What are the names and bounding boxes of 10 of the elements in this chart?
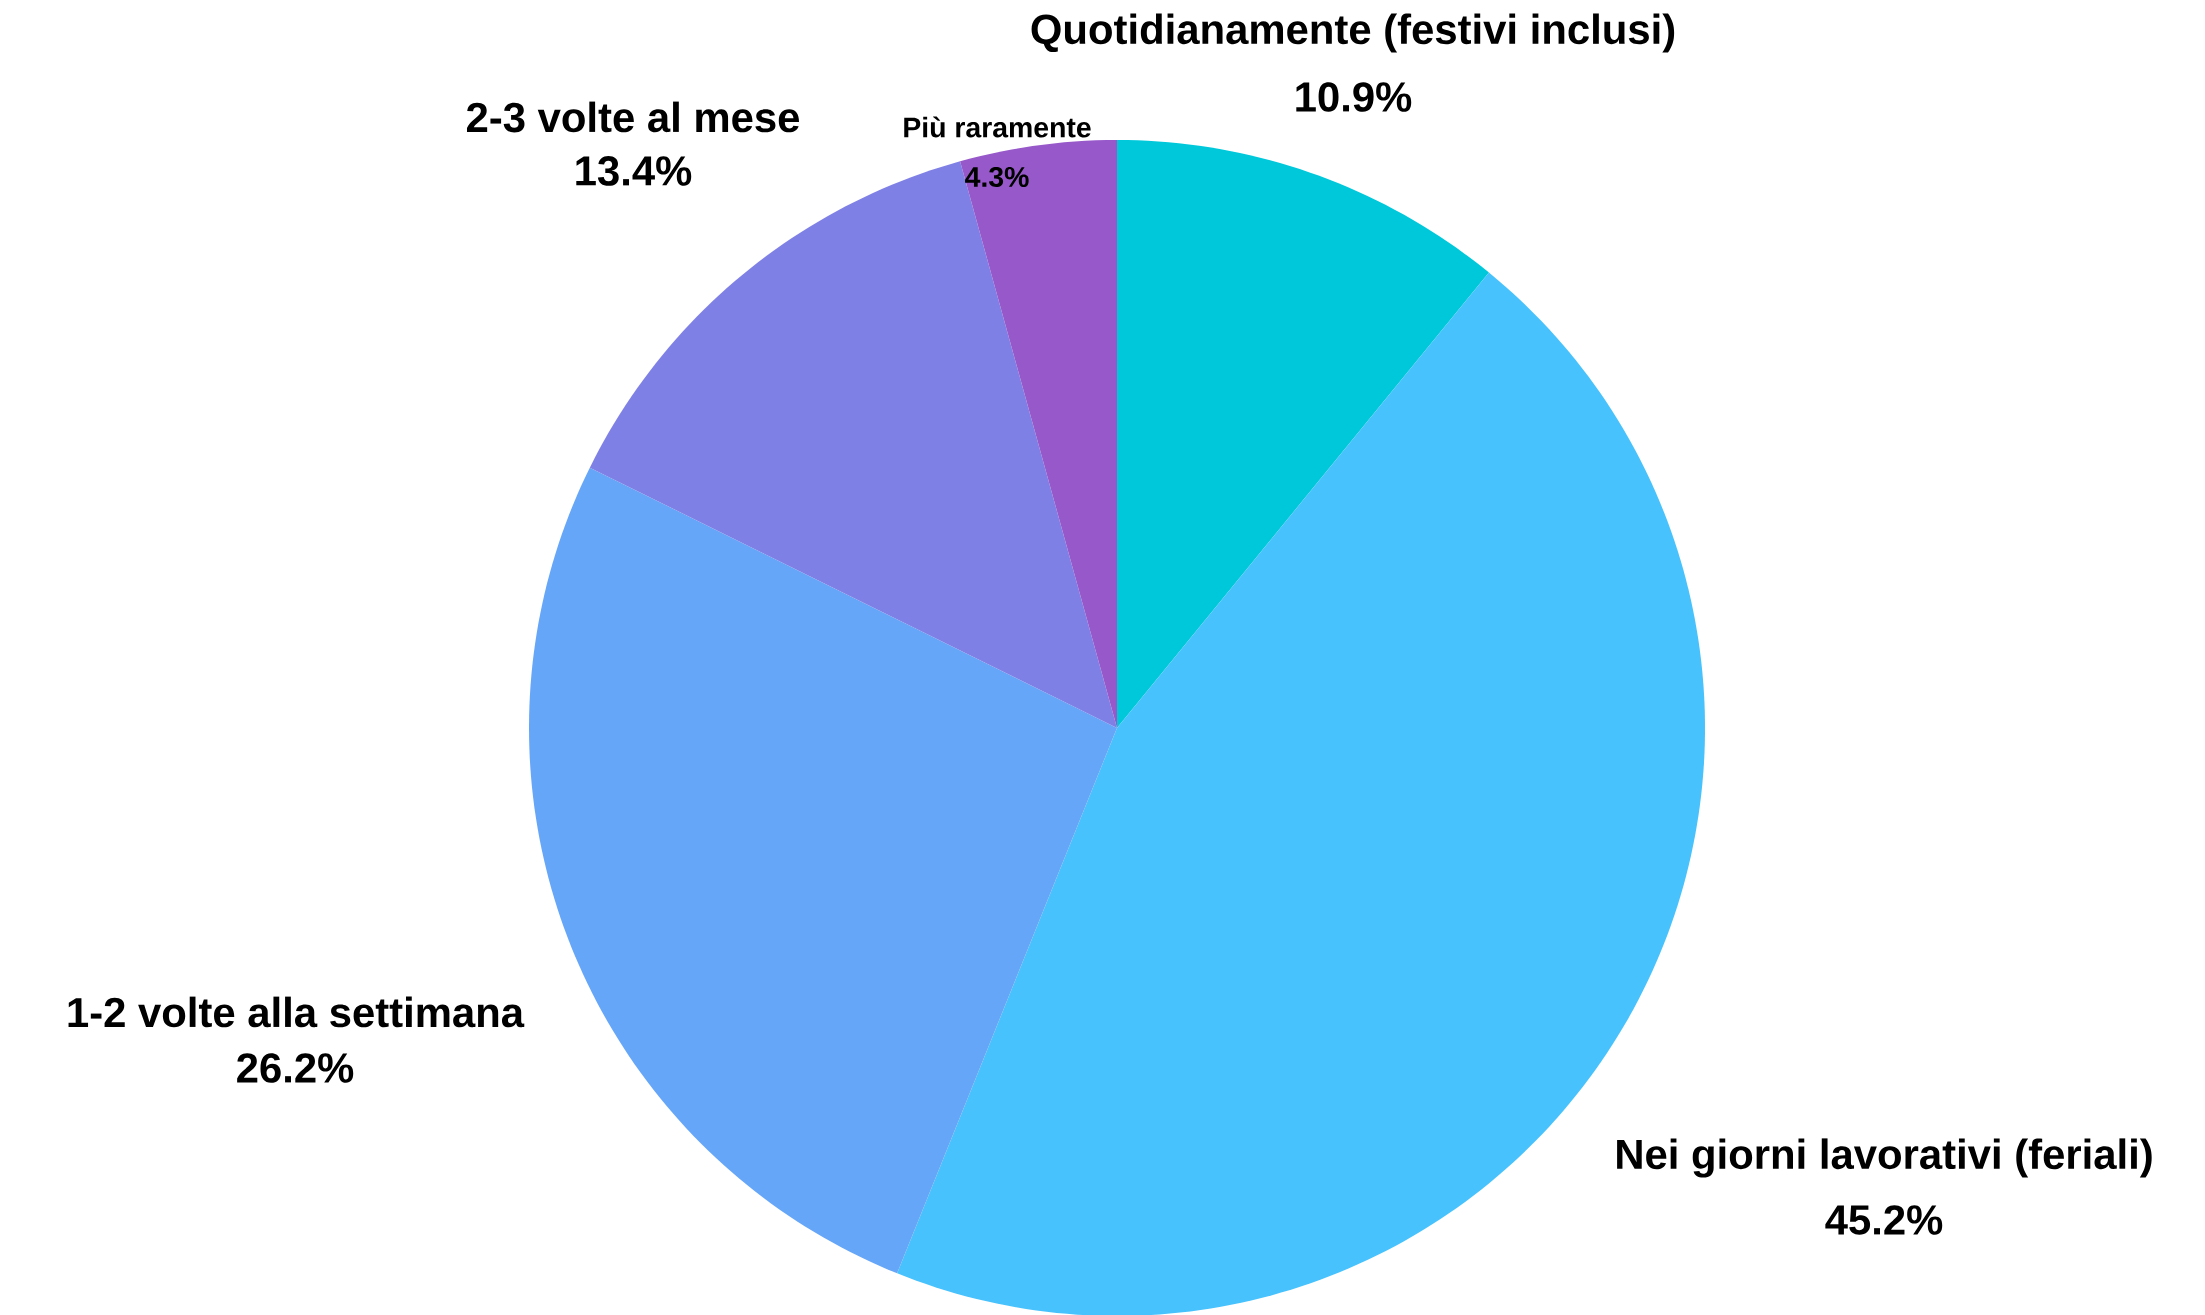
data-label: 4.3% (965, 166, 1029, 188)
data-label: 13.4% (576, 156, 692, 186)
slice-label: Più raramente (904, 116, 1091, 138)
slice-label: Quotidianamente (festivi inclusi) (1031, 13, 1675, 53)
slice-label: 2-3 volte al mese (467, 101, 799, 133)
slice-label: 1-2 volte alla settimana (68, 996, 525, 1028)
data-label: 26.2% (237, 1053, 354, 1083)
data-label: 10.9% (1296, 82, 1412, 112)
data-label: 45.2% (1825, 1205, 1943, 1235)
slice-label: Nei giorni lavorativi (feriali) (1617, 1138, 2152, 1178)
